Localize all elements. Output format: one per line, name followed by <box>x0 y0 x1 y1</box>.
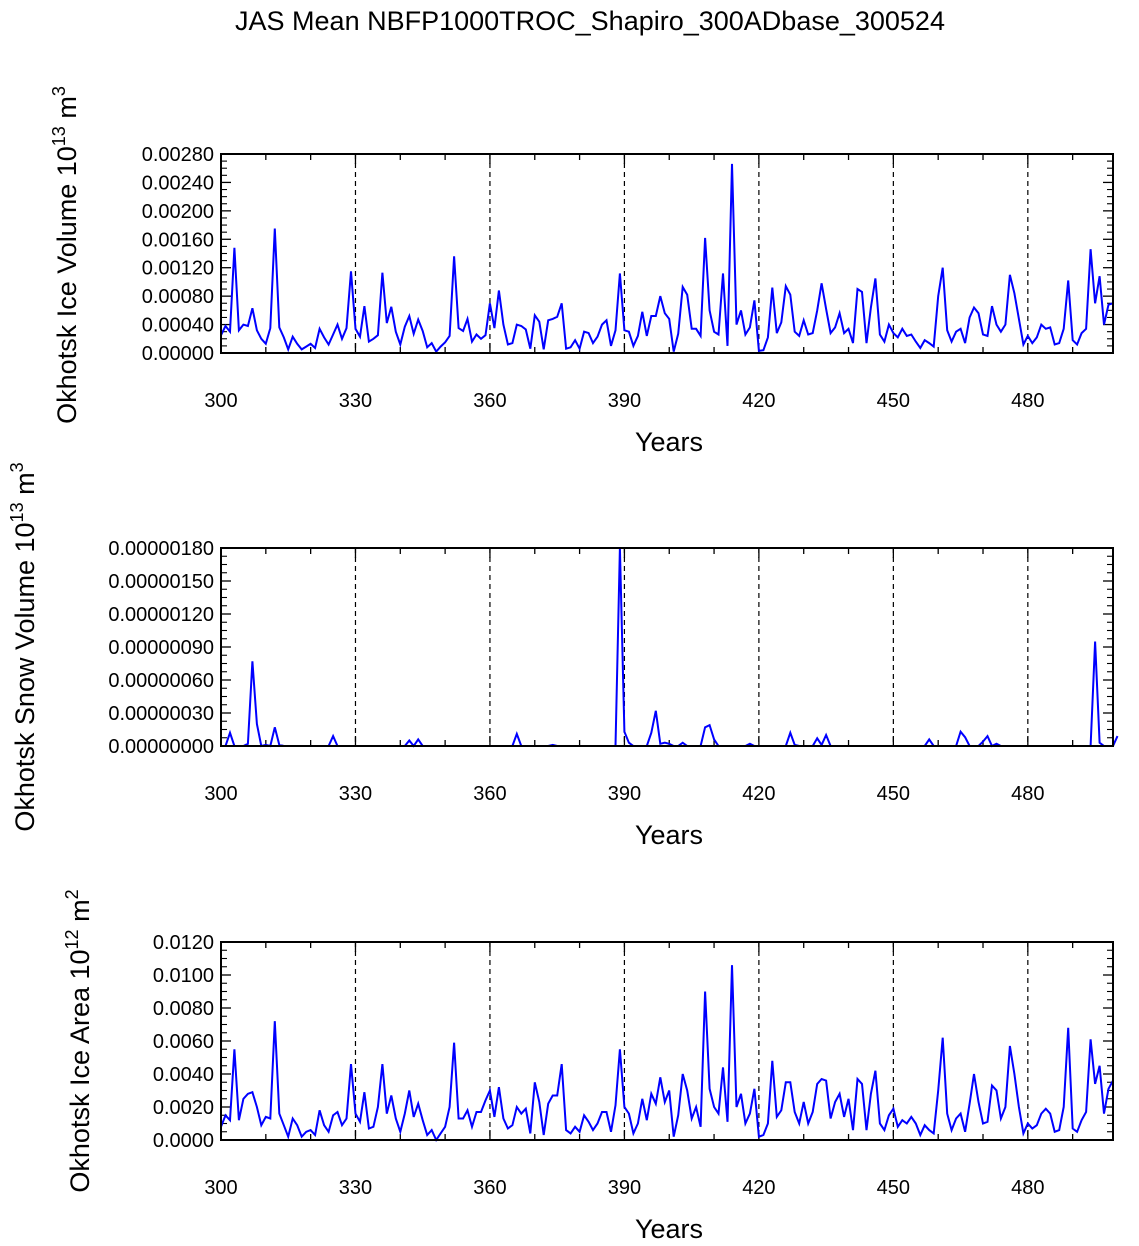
x-tick-label: 300 <box>204 390 237 412</box>
chart-title: JAS Mean NBFP1000TROC_Shapiro_300ADbase_… <box>235 6 945 36</box>
y-tick-label: 0.00080 <box>142 286 214 308</box>
x-tick-label: 390 <box>608 783 641 805</box>
y-tick-label: 0.00200 <box>142 201 214 223</box>
x-axis-label: Years <box>635 820 703 850</box>
x-tick-label: 360 <box>473 390 506 412</box>
y-tick-label: 0.00040 <box>142 315 214 337</box>
y-axis-label-text: Okhotsk Ice Volume 10 <box>52 146 82 424</box>
y-tick-label: 0.00000090 <box>108 637 214 659</box>
x-tick-label: 480 <box>1011 1177 1044 1199</box>
y-tick-label: 0.0020 <box>153 1097 214 1119</box>
y-tick-label: 0.00120 <box>142 258 214 280</box>
x-tick-label: 420 <box>742 1177 775 1199</box>
plot-frame <box>220 153 1114 354</box>
y-axis-label-unit-exponent: 2 <box>62 889 82 899</box>
x-tick-label: 330 <box>339 1177 372 1199</box>
y-axis-label-exponent: 13 <box>49 126 69 146</box>
x-tick-label: 480 <box>1011 390 1044 412</box>
y-axis-label-unit: m <box>10 472 40 502</box>
x-tick-label: 450 <box>877 1177 910 1199</box>
x-tick-label: 360 <box>473 1177 506 1199</box>
x-tick-label: 300 <box>204 783 237 805</box>
y-tick-label: 0.00000180 <box>108 538 214 560</box>
x-tick-label: 450 <box>877 390 910 412</box>
y-tick-label: 0.00000150 <box>108 571 214 593</box>
y-axis-label-unit-exponent: 3 <box>7 462 27 472</box>
y-tick-label: 0.00000000 <box>108 736 214 758</box>
x-tick-label: 420 <box>742 783 775 805</box>
y-tick-label: 0.0040 <box>153 1064 214 1086</box>
x-tick-label: 360 <box>473 783 506 805</box>
y-tick-label: 0.00000030 <box>108 703 214 725</box>
x-tick-label: 390 <box>608 1177 641 1199</box>
y-tick-label: 0.00160 <box>142 229 214 251</box>
panel-1: 0.00000 0.00040 0.00080 0.00120 0.00160 0.002… <box>49 86 1114 457</box>
y-axis-label: Okhotsk Ice Volume 1013 m3 <box>49 86 82 424</box>
y-axis-label-exponent: 12 <box>62 929 82 949</box>
y-tick-label: 0.0100 <box>153 965 214 987</box>
y-axis-label-exponent: 13 <box>7 502 27 522</box>
panel-3: 0.0000 0.0020 0.0040 0.0060 0.0080 0.0100 0.01… <box>62 889 1114 1244</box>
y-tick-label: 0.00000120 <box>108 604 214 626</box>
plot-frame <box>220 941 1114 1141</box>
x-tick-label: 390 <box>608 390 641 412</box>
y-tick-label: 0.00280 <box>142 144 214 166</box>
data-series-line <box>220 163 1114 354</box>
y-tick-label: 0.0000 <box>153 1130 214 1152</box>
y-axis-label-unit: m <box>65 899 95 929</box>
y-axis-label-unit-exponent: 3 <box>49 86 69 96</box>
y-tick-label: 0.0120 <box>153 932 214 954</box>
y-axis-label-unit: m <box>52 96 82 126</box>
y-tick-label: 0.0060 <box>153 1031 214 1053</box>
x-tick-label: 420 <box>742 390 775 412</box>
y-axis-label: Okhotsk Ice Area 1012 m2 <box>62 889 95 1192</box>
x-tick-label: 300 <box>204 1177 237 1199</box>
x-tick-label: 330 <box>339 390 372 412</box>
x-tick-label: 480 <box>1011 783 1044 805</box>
y-axis-label: Okhotsk Snow Volume 1013 m3 <box>7 462 40 831</box>
y-tick-label: 0.00000060 <box>108 670 214 692</box>
x-tick-label: 450 <box>877 783 910 805</box>
y-tick-label: 0.00240 <box>142 172 214 194</box>
y-tick-label: 0.00000 <box>142 343 214 365</box>
x-axis-label: Years <box>635 1214 703 1244</box>
panel-2: 0.00000000 0.00000030 0.00000060 0.00000090… <box>7 462 1119 850</box>
y-tick-label: 0.0080 <box>153 998 214 1020</box>
x-axis-label: Years <box>635 427 703 457</box>
x-tick-label: 330 <box>339 783 372 805</box>
y-axis-label-text: Okhotsk Snow Volume 10 <box>10 522 40 831</box>
plot-frame <box>220 547 1114 747</box>
y-axis-label-text: Okhotsk Ice Area 10 <box>65 949 95 1192</box>
data-series-line <box>220 965 1114 1143</box>
